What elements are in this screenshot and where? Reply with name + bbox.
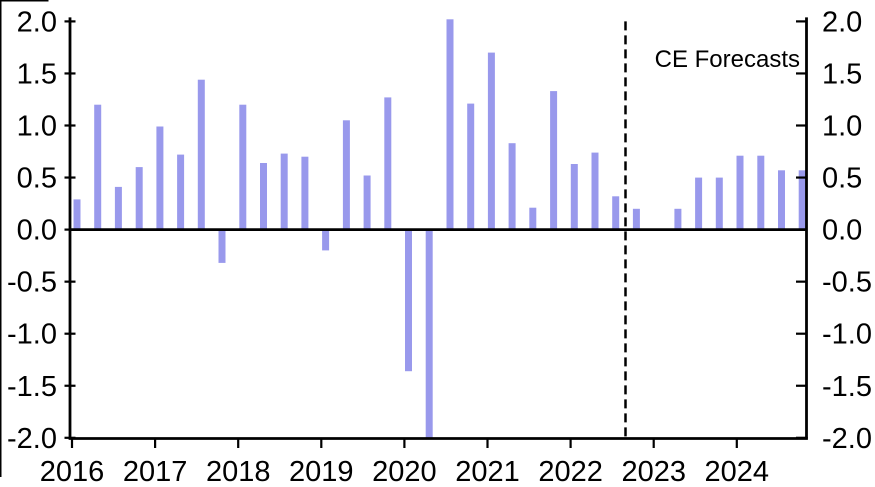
bar-2018-q2 (260, 163, 267, 230)
bar-2016-q4 (135, 167, 143, 230)
x-axis-label: 2019 (289, 456, 354, 487)
bars-layer (73, 19, 806, 439)
x-axis-label: 2021 (455, 456, 520, 487)
bar-2017-q3 (197, 79, 205, 230)
bar-2020-q3 (446, 19, 454, 230)
x-axis-label: 2016 (40, 456, 105, 487)
x-axis-label: 2017 (123, 456, 188, 487)
x-axis-label: 2022 (538, 456, 603, 487)
y-axis-label-left: -2.0 (7, 423, 57, 455)
bar-2022-q2 (591, 152, 599, 230)
bar-2023-q4 (715, 177, 723, 230)
y-axis-label-right: 0.0 (822, 215, 862, 247)
y-axis-label-left: -1.5 (7, 371, 57, 403)
bar-2022-q3 (612, 196, 620, 230)
bar-2022-q4 (632, 208, 640, 230)
bar-2024-q2 (757, 155, 765, 230)
bar-2024-q4 (798, 170, 806, 230)
bar-2019-q4 (384, 97, 392, 230)
y-axis-label-left: 1.0 (17, 111, 57, 143)
bar-2024-q1 (736, 155, 744, 230)
bar-2023-q3 (695, 177, 703, 230)
y-axis-label-right: 1.5 (822, 58, 862, 90)
bar-2016-q3 (114, 186, 122, 230)
bar-2017-q4 (218, 229, 226, 263)
bar-2022-q1 (570, 164, 578, 230)
x-axis-label: 2018 (206, 456, 271, 487)
x-axis-label: 2023 (621, 456, 686, 487)
y-axis-label-left: -0.5 (7, 267, 57, 299)
y-axis-label-right: -1.5 (822, 371, 872, 403)
bar-2024-q3 (778, 170, 785, 230)
axes-layer (64, 17, 808, 448)
bar-2020-q4 (467, 103, 475, 230)
y-axis-label-right: 0.5 (822, 163, 862, 195)
forecast-annotation-label: CE Forecasts (655, 46, 800, 73)
y-axis-label-left: 1.5 (17, 58, 57, 90)
x-axis-label: 2020 (372, 456, 437, 487)
bar-2018-q1 (239, 104, 247, 230)
y-axis-label-left: 0.5 (17, 163, 57, 195)
bar-2021-q1 (487, 52, 495, 230)
bar-2023-q2 (674, 208, 682, 230)
y-axis-label-right: 2.0 (822, 6, 862, 38)
bar-2018-q4 (301, 156, 309, 230)
bar-2016-q1 (73, 199, 81, 230)
y-axis-label-right: -1.0 (822, 319, 872, 351)
y-axis-label-left: 0.0 (17, 215, 57, 247)
bar-2019-q2 (342, 120, 350, 230)
y-axis-label-left: -1.0 (7, 319, 57, 351)
bar-2019-q1 (322, 229, 330, 251)
bar-2021-q2 (508, 143, 516, 230)
y-axis-label-left: 2.0 (17, 6, 57, 38)
y-axis-label-right: 1.0 (822, 111, 862, 143)
bar-2017-q2 (177, 154, 185, 230)
bar-2018-q3 (280, 153, 288, 230)
bar-2017-q1 (156, 126, 164, 230)
y-axis-label-right: -2.0 (822, 423, 872, 455)
bar-2020-q2 (425, 229, 433, 439)
bar-2021-q3 (529, 207, 537, 230)
bar-2019-q3 (363, 175, 371, 230)
y-axis-label-right: -0.5 (822, 267, 872, 299)
bar-2020-q1 (405, 229, 412, 372)
labels-layer: 2.0 2.0 1.5 1.5 1.0 1.0 0.5 0.5 0.0 0.0 -0.5 -0.5 -1… (7, 6, 872, 487)
bar-2021-q4 (550, 91, 558, 230)
bar-2016-q2 (94, 104, 102, 230)
x-axis-label: 2024 (705, 456, 770, 487)
